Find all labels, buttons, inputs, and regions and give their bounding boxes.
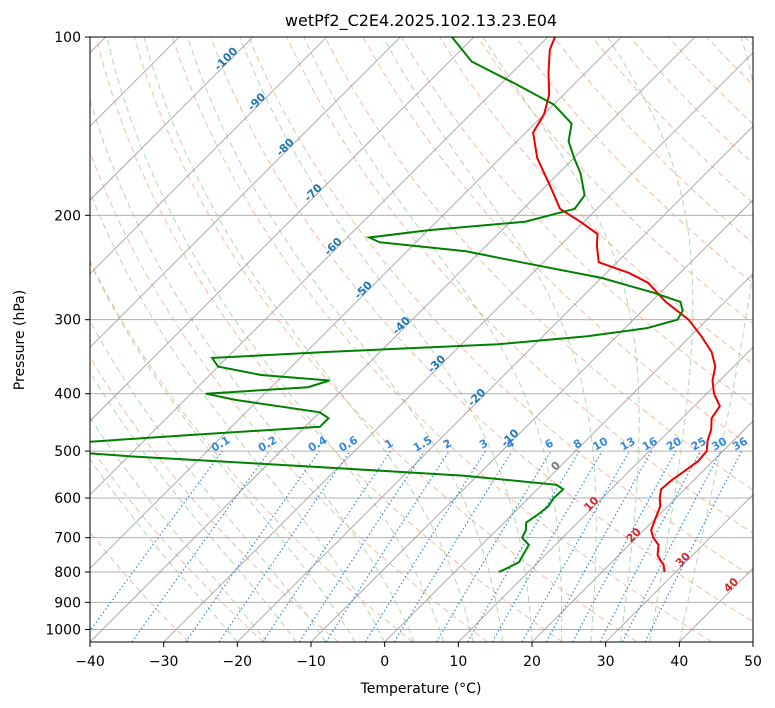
isotherm-gridline xyxy=(384,273,753,642)
plot-frame xyxy=(89,36,754,643)
moist-adiabat-line xyxy=(303,37,563,642)
mixing-ratio-line xyxy=(393,450,513,642)
x-tick-label: 0 xyxy=(380,654,389,670)
isotherm-gridline xyxy=(605,494,753,642)
isotherm-gridline xyxy=(90,37,548,496)
isotherm-gridline xyxy=(90,37,401,348)
y-tick-label: 1000 xyxy=(45,622,81,638)
mixing-ratio-line xyxy=(572,450,677,642)
mixing-ratio-line xyxy=(262,450,392,642)
y-axis-label: Pressure (hPa) xyxy=(12,290,28,390)
moist-adiabat-line xyxy=(382,37,597,642)
mixing-ratio-line xyxy=(131,450,270,642)
x-tick-label: −30 xyxy=(149,654,179,670)
isotherm-gridline xyxy=(90,37,475,422)
y-tick-label: 900 xyxy=(54,595,81,611)
x-tick-label: −20 xyxy=(223,654,253,670)
moist-adiabat-line xyxy=(90,416,268,642)
dry-adiabat-line xyxy=(171,37,712,642)
mixing-ratio-line xyxy=(545,450,653,642)
mixing-ratio-line xyxy=(298,450,425,642)
x-tick-label: −10 xyxy=(296,654,326,670)
mixing-ratio-line xyxy=(185,450,320,642)
series-layer xyxy=(90,37,722,573)
y-axis: 100 200 300 400 500 600 700 800 900 1000 xyxy=(45,30,90,638)
isotherm-gridline xyxy=(458,346,753,642)
moist-adiabat-line xyxy=(90,190,386,642)
y-tick-label: 200 xyxy=(54,208,81,224)
moist-adiabat-line xyxy=(106,37,445,642)
isotherm-grid xyxy=(90,37,753,642)
mixing-ratio-line xyxy=(325,450,450,642)
moist-adiabat-line xyxy=(678,37,753,642)
moist-adiabat-line xyxy=(90,458,238,642)
mixing-ratio-line xyxy=(521,450,631,642)
dry-adiabat-line xyxy=(90,445,264,642)
y-tick-label: 300 xyxy=(54,313,81,329)
isotherm-gridline xyxy=(90,37,622,569)
y-tick-label: 700 xyxy=(54,531,81,547)
isotherm-gridline xyxy=(90,37,327,275)
y-tick-label: 500 xyxy=(54,444,81,460)
x-tick-label: 50 xyxy=(744,654,762,670)
dry-adiabat-line xyxy=(324,37,753,491)
moist-adiabat-line xyxy=(607,37,694,642)
mixing-ratio-line xyxy=(218,450,351,642)
temperature-profile-line xyxy=(532,37,722,573)
isotherm-gridline xyxy=(237,125,753,642)
dry-adiabat-line xyxy=(133,37,638,642)
isotherm-gridline xyxy=(531,420,753,642)
isobar-grid xyxy=(90,37,753,630)
x-tick-label: −40 xyxy=(75,654,105,670)
x-tick-label: 10 xyxy=(449,654,467,670)
dry-adiabat-line xyxy=(248,37,753,578)
y-tick-label: 100 xyxy=(54,30,81,46)
mixing-ratio-line xyxy=(644,450,743,642)
dry-adiabat-line xyxy=(90,259,414,642)
x-tick-label: 30 xyxy=(597,654,615,670)
moist-adiabat-line xyxy=(239,37,533,642)
x-tick-label: 40 xyxy=(670,654,688,670)
chart-title: wetPf2_C2E4.2025.102.13.23.E04 xyxy=(285,11,557,31)
dry-adiabat-line xyxy=(515,37,753,284)
dry-adiabat-line xyxy=(90,356,339,642)
mixing-ratio-lines xyxy=(90,450,743,642)
moist-adiabat-line xyxy=(90,320,327,642)
isotherm-gridline xyxy=(90,37,254,201)
isotherm-gridline xyxy=(310,199,753,642)
x-tick-label: 20 xyxy=(523,654,541,670)
y-tick-label: 600 xyxy=(54,491,81,507)
dry-adiabat-line xyxy=(95,37,563,642)
moist-adiabat-line xyxy=(90,370,297,642)
x-axis-label: Temperature (°C) xyxy=(360,681,482,697)
isotherm-gridline xyxy=(90,37,696,642)
y-tick-label: 800 xyxy=(54,565,81,581)
moist-adiabat-line xyxy=(187,37,503,642)
moist-adiabat-line xyxy=(90,261,356,642)
moist-adiabat-line xyxy=(482,37,640,642)
moist-adiabat-line xyxy=(143,37,474,642)
x-axis: −40 −30 −20 −10 0 10 20 30 40 50 xyxy=(75,642,762,670)
isotherm-gridline xyxy=(163,52,753,642)
dry-adiabat-line xyxy=(286,37,753,534)
dewpoint-profile-line xyxy=(90,37,684,573)
mixing-ratio-line xyxy=(90,450,223,632)
y-tick-label: 400 xyxy=(54,387,81,403)
plot-area: -100-90-80-70-60-50-40-30-20-10010203040… xyxy=(90,37,753,642)
